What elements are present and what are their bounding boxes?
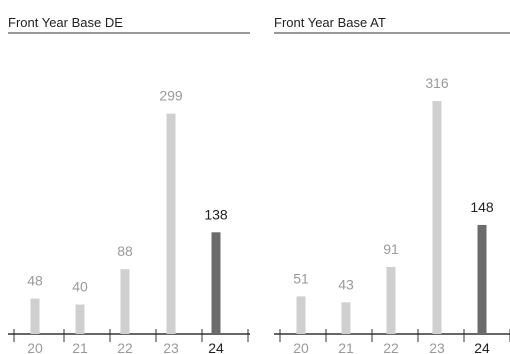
category-tick-label: 24 <box>208 340 224 354</box>
data-label: 88 <box>117 243 133 259</box>
bar <box>30 298 40 334</box>
bar <box>75 304 85 334</box>
category-tick-label: 20 <box>293 340 309 354</box>
bar <box>166 113 176 335</box>
data-label: 40 <box>72 279 88 295</box>
bar <box>211 232 221 334</box>
bar <box>386 266 396 334</box>
data-label: 138 <box>204 206 228 222</box>
bar <box>120 269 130 334</box>
category-tick-label: 21 <box>338 340 354 354</box>
data-label: 148 <box>470 199 494 215</box>
bar <box>341 302 351 334</box>
chart-title: Front Year Base DE <box>8 15 123 30</box>
data-label: 48 <box>27 273 43 289</box>
data-label: 299 <box>159 88 183 104</box>
data-label: 43 <box>338 276 354 292</box>
category-tick-label: 22 <box>383 340 399 354</box>
data-label: 316 <box>425 75 449 91</box>
category-tick-label: 22 <box>117 340 133 354</box>
category-tick-label: 21 <box>72 340 88 354</box>
data-label: 91 <box>383 241 399 257</box>
chart-title: Front Year Base AT <box>274 15 386 30</box>
bar <box>477 224 487 334</box>
category-tick-label: 23 <box>429 340 445 354</box>
bar <box>296 296 306 334</box>
category-tick-label: 20 <box>27 340 43 354</box>
bar <box>432 101 442 334</box>
chart-de: Front Year Base DE 48 20 40 21 88 22 299 23 138 24 <box>8 15 250 354</box>
category-tick-label: 23 <box>163 340 179 354</box>
data-label: 51 <box>293 270 309 286</box>
category-tick-label: 24 <box>474 340 490 354</box>
chart-at: Front Year Base AT 51 20 43 21 91 22 316 23 148 24 <box>274 15 510 354</box>
